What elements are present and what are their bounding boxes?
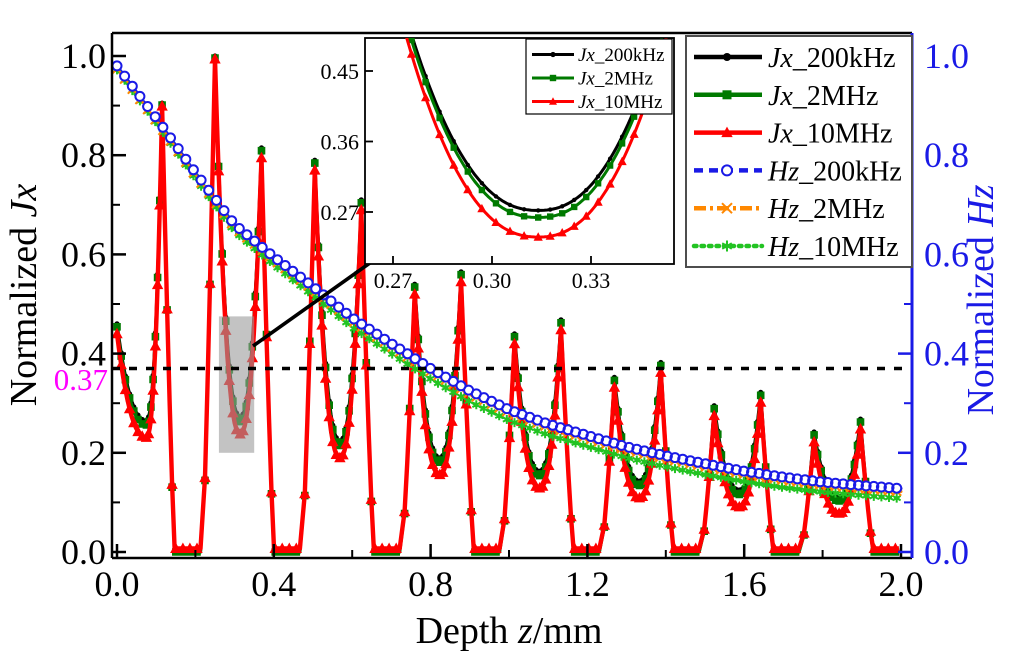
main-legend: Jx_200kHz Jx_2MHz Jx_10MHz Hz_200kHz Hz_2MHz… [685,35,913,268]
legend-label: Hz_2MHz [767,194,885,225]
y-left-tick-label: 0.0 [61,532,106,572]
x-axis-title: Depth z/mm [416,610,603,652]
inset-y-tick-label: 0.27 [321,200,360,225]
threshold-value-label: 0.37 [54,362,108,397]
y-right-tick-label: 0.8 [924,135,969,175]
legend-marker-open-circle [721,164,734,177]
x-tick-label: 1.6 [722,564,767,604]
inset-legend-marker-square [549,74,557,82]
legend-marker-triangle [721,126,733,138]
inset-x-tick-label: 0.27 [374,268,413,293]
y-right-tick-label: 0.4 [924,334,969,374]
inset-plot: 0.27 0.30 0.33 0.27 0.36 0.45 Jx_200kHz Jx_2MHz… [321,37,675,293]
inset-y-tick-label: 0.45 [321,59,360,84]
inset-y-tick-label: 0.36 [321,129,360,154]
annotations [112,248,912,453]
legend-label: Jx_10MHz [768,119,892,150]
highlight-box [218,316,255,453]
y-right-tick-label: 0.0 [924,532,969,572]
axis-titles: Depth z/mm Normalized Jx Normalized Hz [3,184,1002,652]
inset-legend-label: Jx_10MHz [578,92,662,113]
inset-legend-label: Jx_2MHz [578,69,653,90]
y-left-axis-title: Normalized Jx [3,184,45,407]
x-tick-label: 1.2 [565,564,610,604]
legend-label: Hz_200kHz [767,156,902,187]
legend-box [685,35,913,268]
y-left-tick-label: 0.4 [61,334,106,374]
inset-legend-marker-dot [550,51,556,58]
y-left-tick-label: 0.2 [61,433,106,473]
x-tick-label: 0.8 [408,564,453,604]
inset-x-tick-label: 0.30 [473,268,512,293]
x-tick-label: 0.0 [95,564,140,604]
legend-label: Jx_200kHz [768,43,896,74]
y-left-tick-label: 0.8 [61,135,106,175]
inset-x-tick-label: 0.33 [572,268,611,293]
axis-ticks-and-labels: 0.0 0.4 0.8 1.2 1.6 2.00.0 0.00.2 0.20.4 0.40.6 0… [54,36,969,604]
hz-markers-Hz_200kHz [112,60,903,494]
legend-label: Hz_10MHz [767,232,899,263]
inset-legend-marker-triangle [549,97,557,105]
legend-marker-dot [723,53,731,61]
y-right-tick-label: 1.0 [924,36,969,76]
zoom-arrow-shaft [251,253,383,348]
y-right-tick-label: 0.6 [924,234,969,274]
legend-marker-square [722,90,732,100]
legend-marker-x-cross [721,202,733,214]
y-right-axis-title: Normalized Hz [960,184,1002,415]
y-left-tick-label: 1.0 [61,36,106,76]
legend-marker-star [721,240,733,252]
x-tick-label: 2.0 [879,564,924,604]
inset-markers-Jx_10MHz [406,49,663,241]
legend-label: Jx_2MHz [768,81,878,112]
plot-frame [110,31,912,560]
y-left-tick-label: 0.6 [61,234,106,274]
x-tick-label: 0.4 [251,564,296,604]
y-right-tick-label: 0.2 [924,433,969,473]
inset-legend-label: Jx_200kHz [578,45,665,66]
